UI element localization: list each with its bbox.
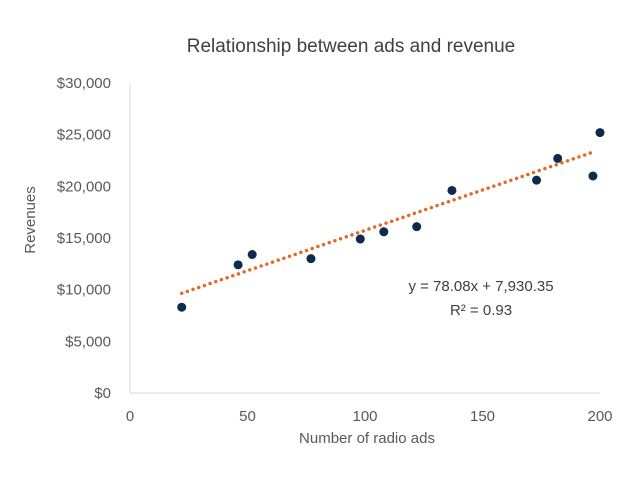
y-tick-label: $15,000 <box>57 230 111 247</box>
y-tick-label: $25,000 <box>57 127 111 144</box>
y-tick-labels: $0 $5,000 $10,000 $15,000 $20,000 $25,000 $30,… <box>57 75 111 402</box>
data-point <box>379 227 389 237</box>
y-tick-label: $10,000 <box>57 282 111 299</box>
x-tick-label: 0 <box>126 408 134 425</box>
data-point <box>306 254 316 264</box>
x-tick-label: 150 <box>470 408 495 425</box>
data-point <box>553 153 563 163</box>
data-point <box>247 250 257 260</box>
y-axis-title: Revenues <box>22 186 39 254</box>
y-tick-label: $20,000 <box>57 178 111 195</box>
regression-equation: y = 78.08x + 7,930.35 <box>408 278 553 295</box>
data-point <box>233 260 243 270</box>
x-tick-label: 200 <box>587 408 612 425</box>
data-point <box>412 222 422 232</box>
data-point <box>447 185 457 195</box>
y-tick-label: $0 <box>94 385 111 402</box>
x-tick-labels: 0 50 100 150 200 <box>126 408 613 425</box>
trendline <box>179 150 595 296</box>
y-tick-label: $5,000 <box>65 333 111 350</box>
data-point <box>177 302 187 312</box>
chart-title: Relationship between ads and revenue <box>187 36 516 57</box>
x-tick-label: 100 <box>352 408 377 425</box>
data-point <box>595 128 605 138</box>
data-point <box>532 175 542 185</box>
x-axis-title: Number of radio ads <box>299 430 435 447</box>
y-tick-label: $30,000 <box>57 75 111 92</box>
trendline-line <box>179 150 595 296</box>
data-points <box>177 128 605 312</box>
r-squared-label: R² = 0.93 <box>450 302 512 319</box>
x-tick-label: 50 <box>239 408 256 425</box>
data-point <box>588 171 598 181</box>
data-point <box>355 234 365 244</box>
